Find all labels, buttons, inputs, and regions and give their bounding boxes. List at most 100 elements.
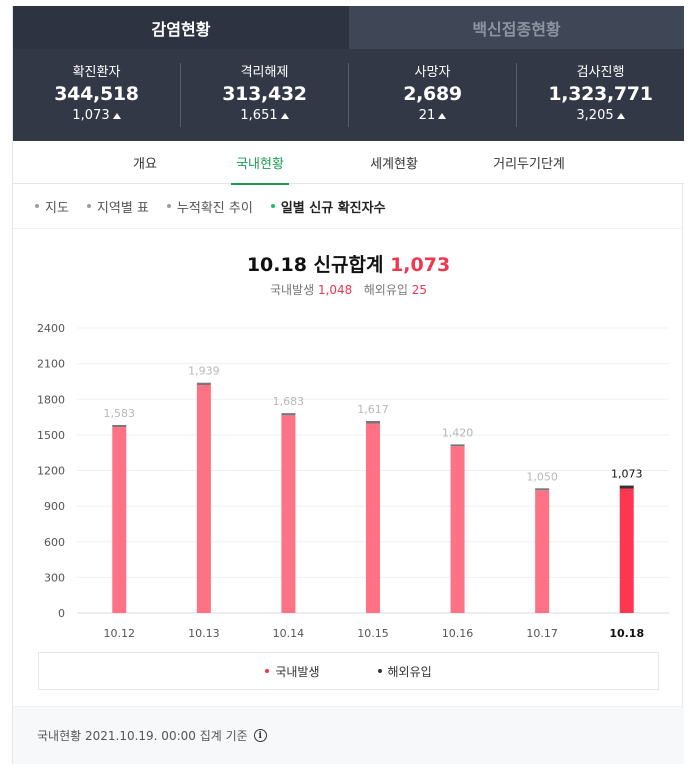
stat-testing: 검사진행 1,323,771 3,205: [517, 63, 684, 127]
reference-text: 국내현황 2021.10.19. 00:00 집계 기준: [37, 729, 248, 743]
main-tabs: 감염현황 백신접종현황: [13, 6, 684, 49]
x-tick-label: 10.12: [104, 627, 136, 640]
bar-domestic: [366, 423, 380, 613]
filter-label: 지도: [45, 200, 69, 216]
stat-delta-value: 1,073: [72, 108, 110, 123]
stat-delta: 21: [419, 107, 447, 125]
stat-value: 2,689: [403, 83, 462, 105]
bar-value-label: 1,583: [104, 407, 136, 420]
legend-item-domestic: 국내발생: [265, 663, 320, 680]
x-tick-label: 10.15: [357, 627, 389, 640]
stat-label: 검사진행: [576, 65, 625, 80]
tab-infection-status[interactable]: 감염현황: [13, 6, 349, 49]
y-tick-label: 300: [44, 571, 65, 584]
stat-label: 격리해제: [240, 65, 289, 80]
bullet-icon: [86, 204, 91, 208]
bar-imported: [281, 413, 296, 416]
chart-title-total: 1,073: [390, 254, 451, 276]
bar-value-label: 1,683: [273, 395, 305, 408]
chart-filters: 지도 지역별 표 누적확진 추이 일별 신규 확진자수: [13, 184, 684, 229]
filter-map[interactable]: 지도: [35, 197, 69, 216]
x-tick-label: 10.14: [273, 627, 305, 640]
legend-item-imported: 해외유입: [377, 663, 432, 680]
y-tick-label: 2400: [37, 322, 65, 335]
bar-domestic: [619, 488, 634, 613]
tab-vaccination-status[interactable]: 백신접종현황: [349, 6, 684, 49]
stat-delta-value: 21: [418, 108, 436, 123]
daily-cases-bar-chart: 0 300 600 900 1200 1500 1800 2100 2400 1,583 10.12…: [37, 322, 669, 640]
bar-imported: [112, 425, 127, 428]
filter-cumulative-trend[interactable]: 누적확진 추이: [166, 197, 253, 216]
tab-distancing-level[interactable]: 거리두기단계: [493, 157, 565, 172]
chart-breakdown: 국내발생 1,048 해외유입 25: [13, 281, 684, 298]
bullet-icon: [270, 204, 275, 208]
filter-label: 누적확진 추이: [176, 200, 253, 216]
stat-deaths: 사망자 2,689 21: [349, 63, 517, 127]
data-reference-note: 국내현황 2021.10.19. 00:00 집계 기준 i: [13, 706, 684, 764]
x-tick-label: 10.17: [526, 627, 558, 640]
covid-status-widget: 감염현황 백신접종현황 확진환자 344,518 1,073 격리해제 313,…: [12, 6, 684, 764]
stat-delta: 1,073: [72, 107, 121, 125]
stat-delta: 1,651: [240, 107, 289, 125]
bullet-icon: [166, 204, 171, 208]
chart-legend: 국내발생 해외유입: [38, 652, 659, 690]
sub-tabs: 개요 국내현황 세계현황 거리두기단계: [13, 141, 684, 185]
stat-label: 확진환자: [72, 65, 121, 80]
y-tick-label: 1500: [37, 429, 65, 442]
stat-delta-value: 1,651: [240, 108, 278, 123]
y-tick-label: 600: [44, 536, 65, 549]
stat-released: 격리해제 313,432 1,651: [181, 63, 349, 127]
triangle-up-icon: [438, 113, 447, 119]
stat-value: 1,323,771: [548, 83, 653, 105]
bar-imported: [366, 420, 380, 424]
filter-region-table[interactable]: 지역별 표: [86, 197, 149, 216]
bullet-icon: [35, 204, 39, 208]
chart-title-prefix: 10.18 신규합계: [246, 254, 384, 276]
stat-delta: 3,205: [576, 107, 625, 125]
y-tick-label: 2100: [37, 358, 65, 371]
domestic-value: 1,048: [317, 283, 353, 297]
bar-domestic: [196, 385, 211, 613]
triangle-up-icon: [112, 113, 121, 119]
stat-value: 313,432: [222, 83, 307, 105]
stat-delta-value: 3,205: [576, 108, 614, 123]
bar-value-label: 1,617: [357, 403, 389, 416]
filter-daily-new[interactable]: 일별 신규 확진자수: [270, 197, 386, 216]
filter-label: 지역별 표: [96, 200, 149, 216]
x-tick-label: 10.13: [188, 627, 220, 640]
chart-title: 10.18 신규합계 1,073: [13, 250, 684, 277]
imported-label: 해외유입: [363, 283, 408, 297]
bar-domestic: [450, 446, 465, 613]
stat-label: 사망자: [414, 65, 451, 80]
info-icon[interactable]: i: [253, 729, 267, 742]
tab-world[interactable]: 세계현황: [370, 157, 418, 172]
bar-imported: [535, 488, 550, 491]
legend-label: 국내발생: [275, 664, 320, 679]
bar-value-label: 1,420: [442, 426, 474, 439]
stats-panel: 확진환자 344,518 1,073 격리해제 313,432 1,651 사망…: [13, 49, 684, 141]
domestic-label: 국내발생: [269, 283, 315, 297]
stat-confirmed: 확진환자 344,518 1,073: [13, 63, 181, 127]
tab-overview[interactable]: 개요: [133, 157, 157, 172]
bar-value-label: 1,939: [188, 365, 220, 378]
stat-value: 344,518: [54, 83, 139, 105]
triangle-up-icon: [280, 113, 289, 119]
y-tick-label: 1800: [37, 393, 65, 406]
x-tick-label: 10.18: [609, 627, 644, 640]
bar-imported: [619, 485, 634, 489]
filter-label: 일별 신규 확진자수: [280, 200, 386, 216]
bar-imported: [196, 382, 211, 385]
legend-dot-icon: [265, 669, 270, 673]
bar-value-label: 1,073: [611, 468, 643, 481]
triangle-up-icon: [616, 113, 625, 119]
y-tick-label: 1200: [37, 465, 65, 478]
legend-dot-icon: [377, 669, 382, 673]
y-tick-label: 900: [44, 500, 65, 513]
y-tick-label: 0: [58, 607, 65, 620]
bar-imported: [450, 444, 465, 447]
bar-domestic: [535, 490, 550, 613]
tab-domestic[interactable]: 국내현황: [231, 141, 289, 185]
x-tick-label: 10.16: [442, 627, 474, 640]
bar-domestic: [281, 415, 296, 613]
imported-value: 25: [411, 283, 428, 297]
